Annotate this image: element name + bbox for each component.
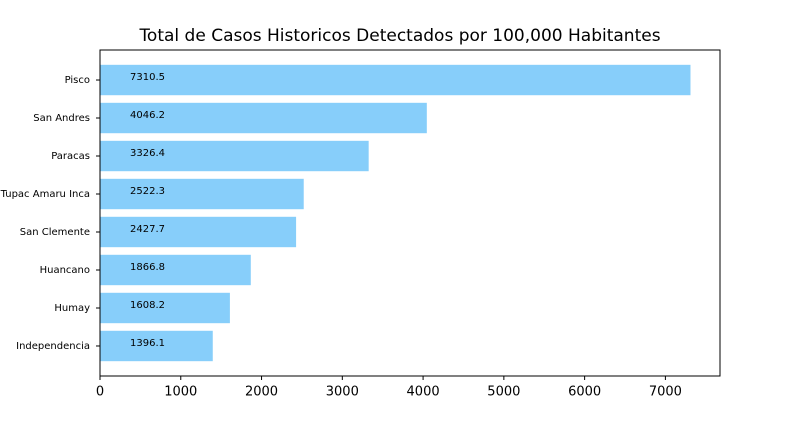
value-label: 1396.1 xyxy=(130,338,165,349)
bar xyxy=(100,292,230,324)
x-tick-label: 2000 xyxy=(245,385,278,400)
bar xyxy=(100,178,304,210)
y-tick-label: Paracas xyxy=(51,151,90,162)
chart-title: Total de Casos Historicos Detectados por… xyxy=(138,26,660,46)
bar xyxy=(100,216,297,248)
value-label: 2427.7 xyxy=(130,224,165,235)
value-label: 2522.3 xyxy=(130,186,165,197)
y-tick-label: San Clemente xyxy=(20,227,90,238)
x-tick-label: 7000 xyxy=(649,385,682,400)
bar xyxy=(100,254,251,286)
bar xyxy=(100,330,213,362)
x-tick-label: 4000 xyxy=(407,385,440,400)
x-tick-label: 3000 xyxy=(326,385,359,400)
plot-frame xyxy=(99,49,721,377)
value-label: 3326.4 xyxy=(130,148,165,159)
y-tick-label: Pisco xyxy=(65,75,90,86)
y-tick-label: Independencia xyxy=(16,341,90,352)
y-tick-label: Huancano xyxy=(40,265,90,276)
x-tick-label: 5000 xyxy=(487,385,520,400)
x-tick-label: 0 xyxy=(96,385,104,400)
value-label: 4046.2 xyxy=(130,110,165,121)
value-label: 1608.2 xyxy=(130,300,165,311)
value-label: 1866.8 xyxy=(130,262,165,273)
value-label: 7310.5 xyxy=(130,72,165,83)
bar xyxy=(100,102,427,134)
y-tick-label: Humay xyxy=(54,303,90,314)
bar xyxy=(100,64,691,96)
x-tick-label: 1000 xyxy=(164,385,197,400)
y-tick-label: San Andres xyxy=(33,113,90,124)
bar xyxy=(100,140,369,172)
y-tick-label: Tupac Amaru Inca xyxy=(0,189,90,200)
x-tick-label: 6000 xyxy=(568,385,601,400)
